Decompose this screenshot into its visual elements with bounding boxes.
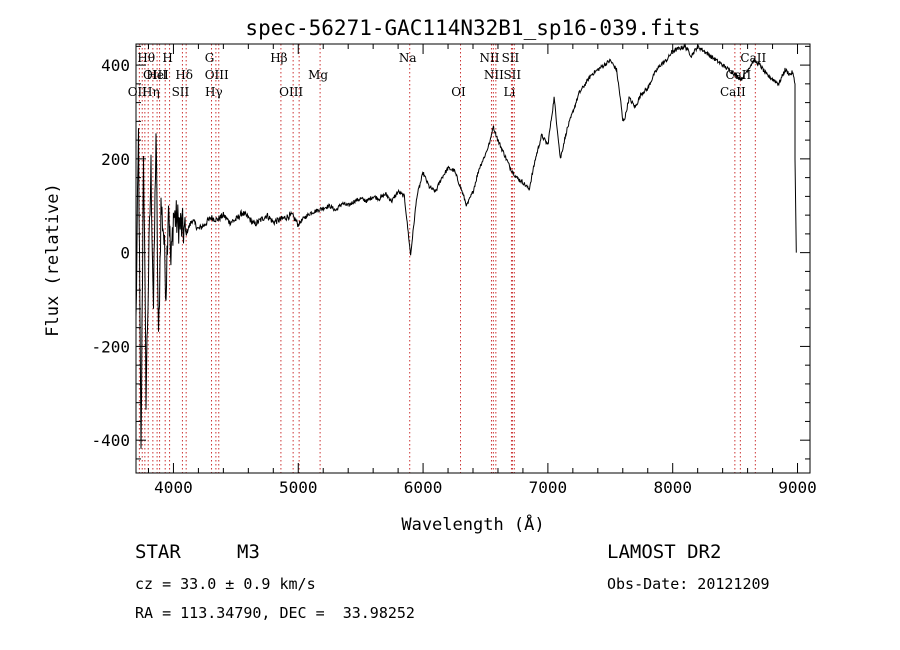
- line-label: OIII: [143, 68, 167, 82]
- x-tick-label: 5000: [279, 478, 318, 497]
- line-label: H: [162, 51, 172, 65]
- line-label: OIII: [205, 68, 229, 82]
- spectral-line-labels: Hθ OII OIII Hη HeI HHδ SII G OIII Hγ Hβ OIII Mg Na OI N…: [128, 51, 767, 99]
- axis-ticks: 4000 5000 6000 7000 8000 9000 -400 -200 0 200 400: [91, 44, 817, 497]
- plot-frame: [135, 43, 811, 474]
- spectrum-layer: [135, 43, 797, 449]
- line-label: Li: [504, 85, 516, 99]
- chart-title: spec-56271-GAC114N32B1_sp16-039.fits: [245, 16, 700, 40]
- object-subclass: M3: [237, 541, 260, 563]
- y-tick-label: -400: [91, 431, 130, 450]
- line-label: SII: [503, 68, 521, 82]
- line-label: Mg: [308, 68, 328, 82]
- x-tick-label: 7000: [529, 478, 568, 497]
- line-label: Na: [399, 51, 417, 65]
- line-label: Hγ: [205, 85, 223, 99]
- line-label: OIII: [279, 85, 303, 99]
- ra-dec-coordinates: RA = 113.34790, DEC = 33.98252: [135, 604, 415, 622]
- line-label: G: [205, 51, 215, 65]
- x-tick-label: 8000: [653, 478, 692, 497]
- line-label: HeI: [146, 68, 169, 82]
- line-label: OII: [128, 85, 148, 99]
- line-label: OI: [451, 85, 466, 99]
- line-label: SII: [502, 51, 520, 65]
- line-label: NII: [479, 51, 499, 65]
- line-label: Hθ: [137, 51, 155, 65]
- observation-date: Obs-Date: 20121209: [607, 575, 770, 593]
- spectral-line-markers: [138, 44, 756, 473]
- x-axis-label: Wavelength (Å): [401, 513, 544, 535]
- y-tick-label: -200: [91, 337, 130, 356]
- y-axis-label: Flux (relative): [43, 183, 63, 337]
- line-label: Hβ: [270, 51, 287, 65]
- line-label: SII: [172, 85, 190, 99]
- line-label: CaII: [725, 68, 751, 82]
- x-tick-label: 9000: [778, 478, 817, 497]
- line-label: CaII: [720, 85, 746, 99]
- spectrum-line: [135, 43, 797, 449]
- y-tick-label: 0: [120, 244, 130, 263]
- survey-name: LAMOST DR2: [607, 541, 722, 563]
- x-tick-label: 6000: [404, 478, 443, 497]
- line-label: Hη: [142, 85, 160, 99]
- x-tick-label: 4000: [154, 478, 193, 497]
- line-label: NII: [484, 68, 504, 82]
- y-tick-label: 200: [101, 150, 130, 169]
- y-tick-label: 400: [101, 56, 130, 75]
- object-class: STAR: [135, 541, 181, 563]
- line-label: CaII: [740, 51, 766, 65]
- redshift-cz: cz = 33.0 ± 0.9 km/s: [135, 575, 316, 593]
- line-label: Hδ: [175, 68, 193, 82]
